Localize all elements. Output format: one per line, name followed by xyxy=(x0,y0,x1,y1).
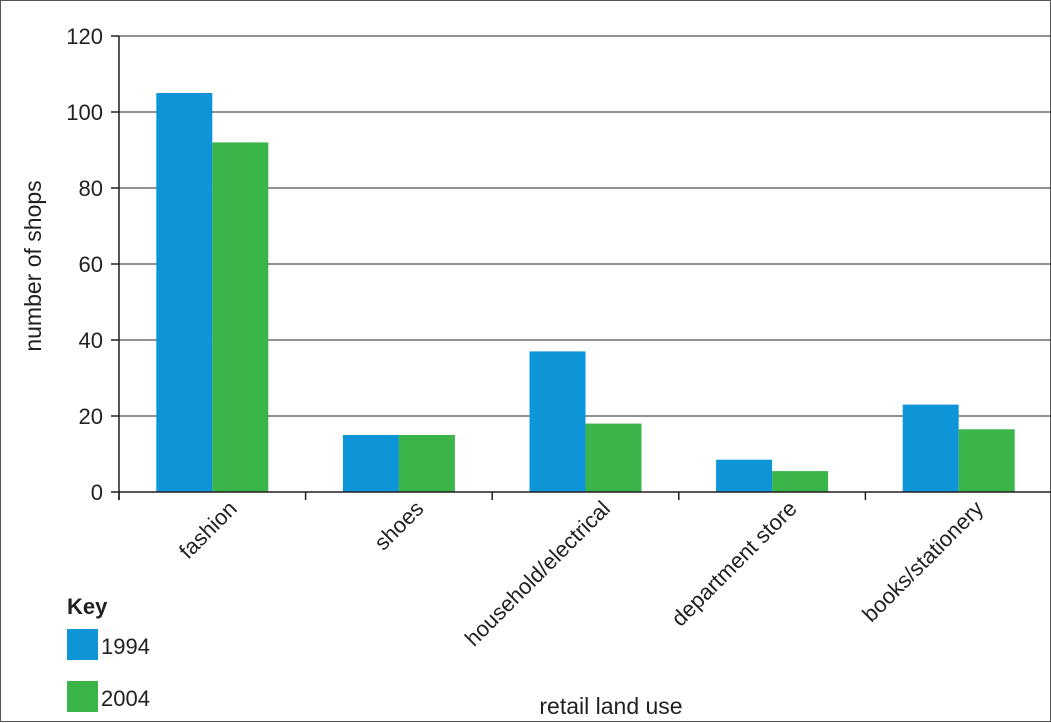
y-tick-label-40: 40 xyxy=(79,328,103,353)
y-tick-label-60: 60 xyxy=(79,252,103,277)
legend-swatch-1994 xyxy=(67,629,98,660)
bar-2004-books-stationery xyxy=(958,429,1015,492)
x-tick-label-books-stationery: books/stationery xyxy=(857,496,988,627)
legend: Key 1994 2004 xyxy=(67,594,150,712)
legend-label-1994: 1994 xyxy=(101,634,150,659)
bar-1994-books-stationery xyxy=(902,404,959,492)
bars xyxy=(156,93,1015,492)
y-tick-label-100: 100 xyxy=(66,100,103,125)
y-tick-label-120: 120 xyxy=(66,24,103,49)
legend-title: Key xyxy=(67,594,108,619)
bar-1994-fashion xyxy=(156,93,213,492)
bar-1994-household-electrical xyxy=(529,351,586,492)
bar-2004-department-store xyxy=(772,471,829,492)
axes xyxy=(111,35,1051,500)
gridlines xyxy=(119,35,1051,417)
bar-2004-shoes xyxy=(398,435,455,492)
legend-swatch-2004 xyxy=(67,681,98,712)
bar-2004-fashion xyxy=(212,142,269,492)
x-tick-label-shoes: shoes xyxy=(369,496,428,555)
x-tick-label-household-electrical: household/electrical xyxy=(460,496,615,651)
bar-1994-shoes xyxy=(342,435,399,492)
y-tick-label-20: 20 xyxy=(79,404,103,429)
y-tick-label-0: 0 xyxy=(91,480,103,505)
bar-2004-household-electrical xyxy=(585,423,642,492)
y-tick-label-80: 80 xyxy=(79,176,103,201)
bar-1994-department-store xyxy=(716,459,773,492)
x-axis-title: retail land use xyxy=(539,693,682,719)
x-tick-label-fashion: fashion xyxy=(174,496,242,564)
y-axis-title: number of shops xyxy=(20,180,46,351)
legend-label-2004: 2004 xyxy=(101,686,150,711)
x-tick-label-department-store: department store xyxy=(666,496,801,631)
